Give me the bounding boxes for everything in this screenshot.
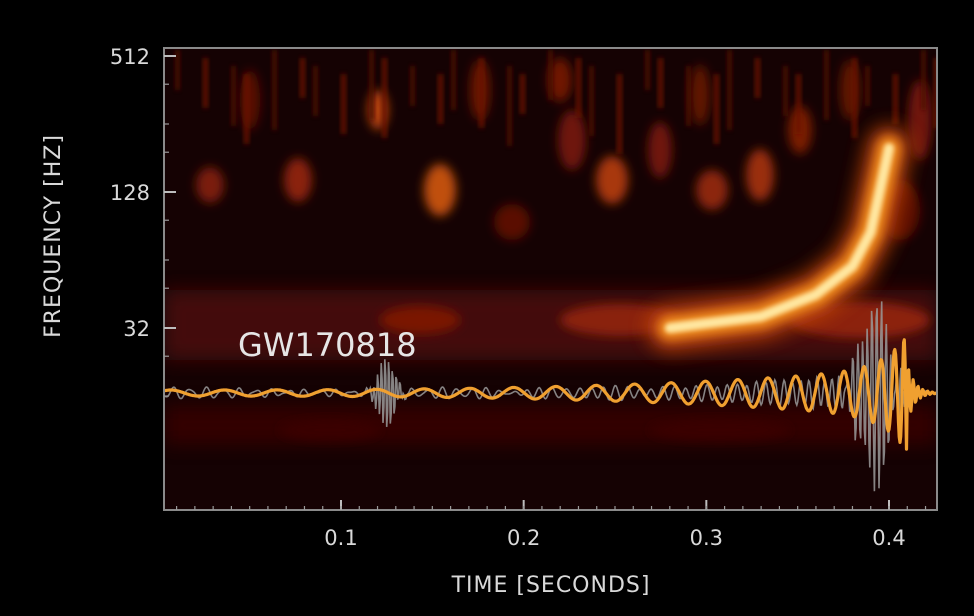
noise-streak <box>824 50 829 120</box>
noise-streak <box>272 50 277 130</box>
noise-streak <box>727 50 732 130</box>
energy-blob <box>240 70 260 130</box>
noise-streak <box>175 50 180 90</box>
energy-blob <box>746 149 774 201</box>
model-waveform <box>164 338 937 451</box>
noise-streak <box>520 74 525 114</box>
noise-streak <box>203 58 208 108</box>
gw-event-label: GW170818 <box>238 326 417 364</box>
noise-streak <box>865 66 870 106</box>
noise-streak <box>231 66 236 126</box>
x-tick-label: 0.1 <box>324 526 357 550</box>
spectrogram-heatmap <box>164 48 937 510</box>
noise-streak <box>658 58 663 108</box>
y-axis-title: FREQUENCY [HZ] <box>41 134 66 338</box>
waveform-traces <box>164 301 937 492</box>
energy-blob <box>650 420 790 440</box>
noise-streak <box>244 74 249 144</box>
y-tick-label: 512 <box>110 45 150 69</box>
noise-streak <box>313 66 318 116</box>
noise-streak <box>548 50 553 100</box>
noise-streak <box>645 50 650 90</box>
y-tick-label: 32 <box>123 317 150 341</box>
noise-streak <box>686 66 691 126</box>
noise-streak <box>589 66 594 136</box>
noise-streak <box>438 74 443 124</box>
noise-streak <box>479 58 484 128</box>
chirp-core <box>664 143 894 333</box>
energy-blob <box>494 204 530 240</box>
y-tick-label: 128 <box>110 181 150 205</box>
energy-blob <box>558 110 586 170</box>
x-axis-title: TIME [SECONDS] <box>451 573 651 598</box>
x-tick-label: 0.2 <box>507 526 540 550</box>
plot-frame <box>163 47 938 511</box>
x-tick-label: 0.4 <box>872 526 905 550</box>
noise-streak <box>852 58 857 138</box>
energy-blob <box>280 420 380 440</box>
noise-streak <box>934 58 937 128</box>
noise-streak <box>507 66 512 146</box>
energy-blob <box>696 170 728 210</box>
noise-streak <box>755 58 760 98</box>
energy-blob <box>596 156 628 204</box>
x-tick-label: 0.3 <box>690 526 723 550</box>
band-lowest <box>164 405 937 445</box>
noise-streak <box>451 50 456 110</box>
noise-streak <box>617 74 622 154</box>
noise-streak <box>300 58 305 98</box>
noise-streak <box>576 58 581 118</box>
noise-streak <box>410 66 415 106</box>
energy-blob <box>548 58 572 102</box>
energy-blob <box>424 164 456 216</box>
axes: 0.1 0.2 0.3 0.4 32 128 512 <box>110 45 927 550</box>
energy-blob <box>690 65 710 125</box>
noise-streak <box>714 74 719 144</box>
energy-blob <box>380 306 460 334</box>
noise-streak <box>796 74 801 134</box>
noise-streak <box>341 74 346 134</box>
noise-streak <box>893 74 898 124</box>
noise-streak <box>921 50 926 110</box>
chirp-track <box>646 125 912 351</box>
noise-streak <box>382 58 387 138</box>
noise-streak <box>783 66 788 116</box>
energy-blob <box>648 122 672 178</box>
energy-blob <box>196 167 224 203</box>
noise-streak <box>369 50 374 120</box>
energy-blob <box>284 158 312 202</box>
